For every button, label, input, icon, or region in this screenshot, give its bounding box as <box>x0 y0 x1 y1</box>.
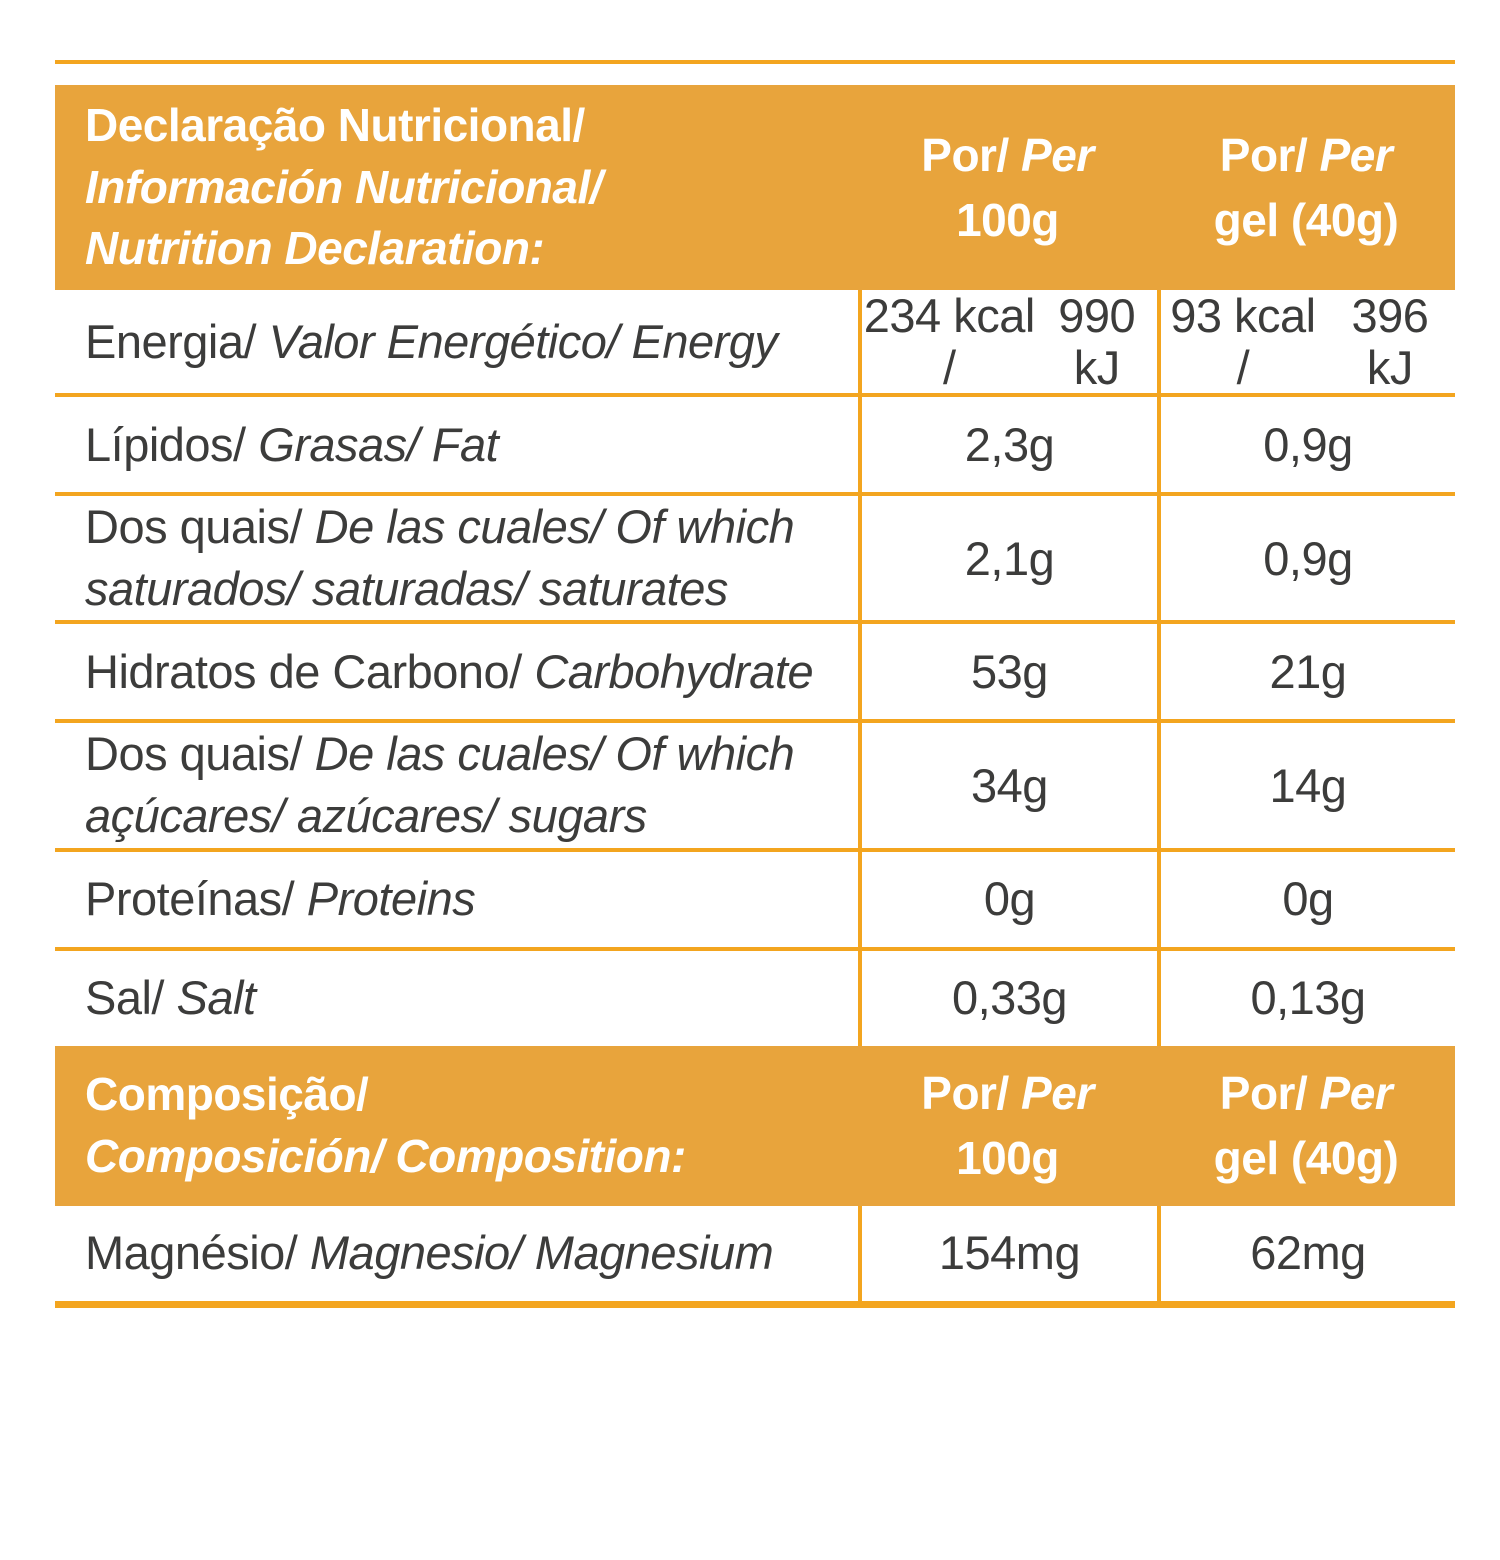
label-segment: Proteínas/ <box>85 871 307 925</box>
label-segment: Por/ <box>1219 129 1320 182</box>
composition-rows: Magnésio/ Magnesio/ Magnesium 154mg 62mg <box>55 1205 1455 1308</box>
label-segment: 990 kJ <box>1058 289 1136 394</box>
label-segment: 396 kJ <box>1351 289 1429 394</box>
row-value-per-100g: 154mg <box>858 1205 1157 1301</box>
label-segment: Grasas/ Fat <box>258 417 499 471</box>
row-label: Sal/ Salt <box>55 967 858 1029</box>
label-segment: 2,3g <box>964 418 1055 472</box>
row-value-per-100g: 2,1g <box>858 496 1157 621</box>
label-segment: 100g <box>956 193 1059 246</box>
label-segment: 0,9g <box>1263 531 1353 585</box>
label-segment: Valor Energético/ Energy <box>268 314 778 368</box>
row-value-per-gel: 0,9g <box>1157 397 1455 493</box>
row-value-per-gel: 0,9g <box>1157 496 1455 621</box>
row-value-per-gel: 0g <box>1157 851 1455 947</box>
label-segment: 14g <box>1269 758 1347 812</box>
row-fat: Lípidos/ Grasas/ Fat 2,3g 0,9g <box>55 393 1455 493</box>
label-segment: Sal/ <box>85 970 177 1024</box>
label-segment: 34g <box>971 758 1048 812</box>
label-segment: Magnésio/ <box>85 1225 310 1279</box>
label-segment: De las cuales/ Of which <box>314 727 795 781</box>
nutrition-declaration-title: Declaração Nutricional/Información Nutri… <box>55 95 858 280</box>
composition-title: Composição/Composición/ Composition: <box>55 1064 858 1187</box>
top-border-line <box>55 60 1455 64</box>
label-segment: Salt <box>176 970 257 1024</box>
row-value-per-100g: 0,33g <box>858 950 1157 1046</box>
label-segment: 154mg <box>938 1226 1081 1280</box>
row-value-per-gel: 21g <box>1157 624 1455 720</box>
label-segment: Per <box>1021 129 1094 182</box>
label-segment: Dos quais/ <box>85 500 315 554</box>
label-segment: Per <box>1021 1067 1094 1120</box>
label-segment: Magnesio/ Magnesium <box>309 1225 774 1279</box>
label-segment: saturados/ saturadas/ saturates <box>85 562 728 616</box>
label-segment: 0g <box>983 872 1036 926</box>
label-segment: gel (40g) <box>1213 1131 1399 1184</box>
col-header-per-gel-40g: Por/ Per gel (40g) <box>1157 123 1455 252</box>
row-value-per-gel: 93 kcal / 396 kJ <box>1157 289 1455 394</box>
label-segment: 234 kcal / <box>863 289 1036 394</box>
composition-header: Composição/Composición/ Composition: Por… <box>55 1045 1455 1206</box>
label-segment: Por/ <box>1219 1067 1320 1120</box>
label-segment: Por/ <box>921 1067 1022 1120</box>
row-value-per-gel: 0,13g <box>1157 950 1455 1046</box>
row-value-per-gel: 62mg <box>1157 1205 1455 1301</box>
row-label: Dos quais/ De las cuales/ Of which açúcar… <box>55 723 858 847</box>
row-label: Hidratos de Carbono/ Carbohydrate <box>55 641 858 703</box>
label-segment: açúcares/ azúcares/ sugars <box>85 789 647 843</box>
row-value-per-100g: 234 kcal / 990 kJ <box>858 289 1157 394</box>
nutrition-declaration-header: Declaração Nutricional/Información Nutri… <box>55 85 1455 290</box>
label-segment: 0,9g <box>1263 418 1353 472</box>
label-segment: 0,13g <box>1250 971 1366 1025</box>
label-segment: Nutrition Declaration: <box>85 222 545 275</box>
label-segment: 53g <box>971 645 1048 699</box>
row-salt: Sal/ Salt 0,33g 0,13g <box>55 946 1455 1046</box>
label-segment: Carbohydrate <box>534 644 814 698</box>
col-header-per-100g: Por/ Per 100g <box>858 1061 1157 1190</box>
col-header-per-gel-40g: Por/ Per gel (40g) <box>1157 1061 1455 1190</box>
row-value-per-100g: 53g <box>858 624 1157 720</box>
label-segment: Proteins <box>306 871 476 925</box>
row-value-per-100g: 2,3g <box>858 397 1157 493</box>
row-energy: Energia/ Valor Energético/ Energy 234 kc… <box>55 289 1455 394</box>
nutrition-label: Declaração Nutricional/Información Nutri… <box>55 60 1455 1308</box>
row-value-per-100g: 34g <box>858 723 1157 848</box>
label-segment: 93 kcal / <box>1170 289 1316 394</box>
row-saturates: Dos quais/ De las cuales/ Of which satura… <box>55 492 1455 621</box>
row-label: Magnésio/ Magnesio/ Magnesium <box>55 1222 858 1284</box>
label-segment: Composição/ <box>85 1067 369 1120</box>
row-carbohydrate: Hidratos de Carbono/ Carbohydrate 53g 21… <box>55 620 1455 720</box>
label-segment: Per <box>1319 1067 1393 1120</box>
nutrition-rows: Energia/ Valor Energético/ Energy 234 kc… <box>55 290 1455 1046</box>
label-segment: Información Nutricional/ <box>85 160 603 213</box>
label-segment: 100g <box>956 1131 1059 1184</box>
label-segment: Por/ <box>921 129 1022 182</box>
row-sugars: Dos quais/ De las cuales/ Of which açúcar… <box>55 719 1455 848</box>
row-proteins: Proteínas/ Proteins 0g 0g <box>55 847 1455 947</box>
row-value-per-gel: 14g <box>1157 723 1455 848</box>
label-segment: De las cuales/ Of which <box>314 500 795 554</box>
row-magnesium: Magnésio/ Magnesio/ Magnesium 154mg 62mg <box>55 1205 1455 1301</box>
label-segment: Lípidos/ <box>85 417 259 471</box>
label-segment: 21g <box>1269 645 1347 699</box>
row-value-per-100g: 0g <box>858 851 1157 947</box>
col-header-per-100g: Por/ Per 100g <box>858 123 1157 252</box>
label-segment: gel (40g) <box>1213 193 1399 246</box>
label-segment: 0,33g <box>951 971 1068 1025</box>
label-segment: Declaração Nutricional/ <box>85 99 585 152</box>
label-segment: Dos quais/ <box>85 727 315 781</box>
label-segment: Energia/ <box>85 314 269 368</box>
label-segment: 0g <box>1282 872 1334 926</box>
row-label: Proteínas/ Proteins <box>55 868 858 930</box>
row-label: Dos quais/ De las cuales/ Of which satura… <box>55 496 858 620</box>
label-segment: Composición/ Composition: <box>85 1129 686 1182</box>
row-label: Lípidos/ Grasas/ Fat <box>55 414 858 476</box>
label-segment: Per <box>1319 129 1393 182</box>
label-segment: 2,1g <box>964 531 1055 585</box>
label-segment: 62mg <box>1250 1226 1366 1280</box>
label-segment: Hidratos de Carbono/ <box>85 644 535 698</box>
row-label: Energia/ Valor Energético/ Energy <box>55 311 858 373</box>
